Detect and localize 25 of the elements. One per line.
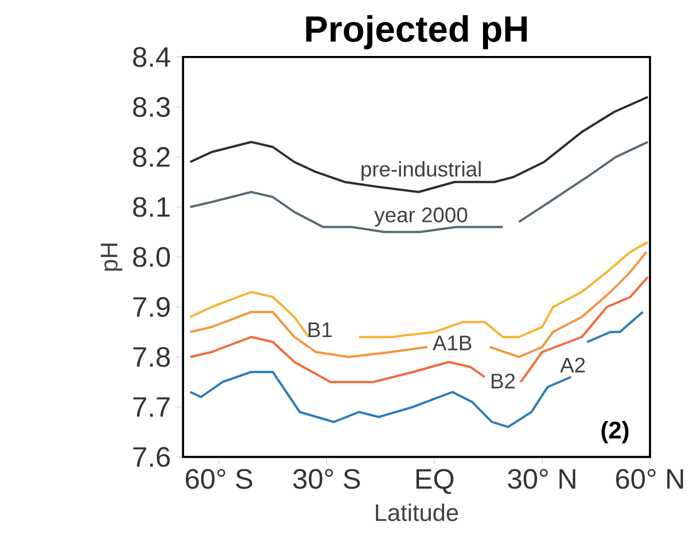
annotation: (2) — [602, 421, 628, 444]
chart-title: Projected pH — [306, 15, 527, 50]
y-tick-label: 8.4 — [133, 47, 170, 67]
y-tick-label: 8.1 — [133, 197, 170, 217]
y-tick-label: 7.9 — [133, 297, 170, 317]
y-tick-label: 7.8 — [133, 347, 170, 367]
annotation: pre-industrial — [362, 161, 481, 181]
x-axis-title: Latitude — [376, 504, 458, 522]
x-tick-label: EQ — [416, 468, 454, 494]
annotation: A2 — [560, 358, 585, 372]
y-tick-label: 8.0 — [133, 247, 170, 267]
x-tick-label: 30° N — [508, 468, 576, 489]
annotation: B2 — [492, 374, 515, 388]
y-tick-label: 7.7 — [133, 397, 170, 417]
line-series — [189, 96, 649, 194]
x-tick-label: 60° S — [186, 468, 252, 489]
x-tick-label: 60° N — [616, 468, 683, 489]
y-tick-label: 7.6 — [133, 447, 170, 467]
y-tick-label: 8.2 — [133, 147, 170, 167]
x-tick-label: 30° S — [293, 468, 360, 489]
annotation: B1 — [308, 322, 332, 338]
annotation: year 2000 — [374, 207, 468, 227]
y-tick-label: 8.3 — [133, 97, 170, 117]
annotation: A1B — [432, 336, 472, 350]
y-axis-title: pH — [100, 244, 122, 271]
